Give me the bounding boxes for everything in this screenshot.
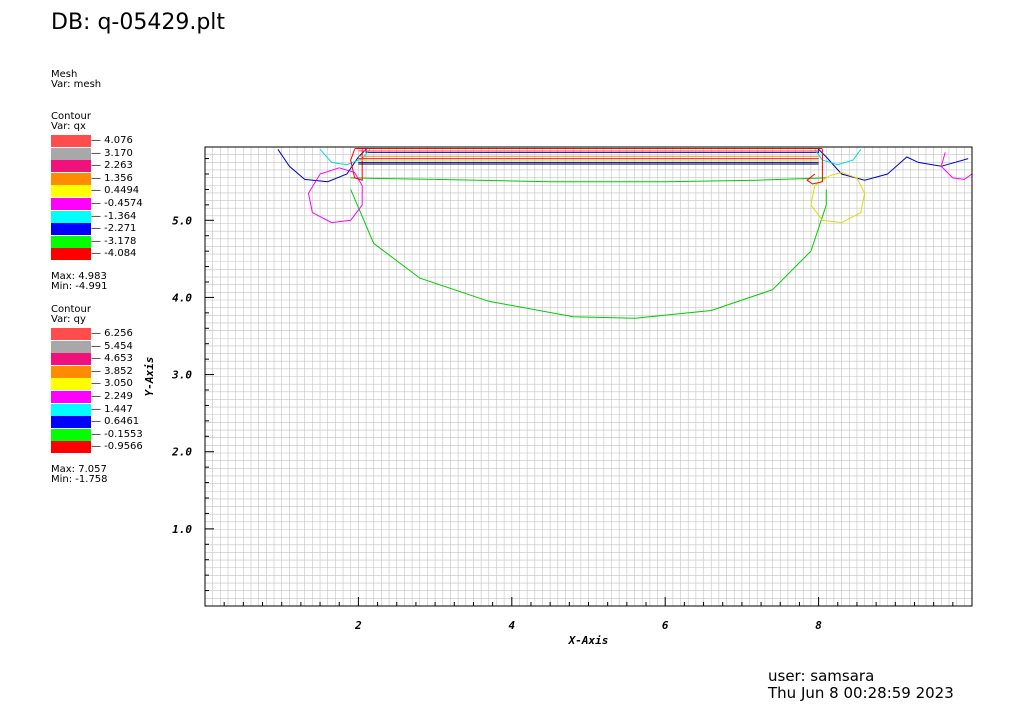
y-axis-title: Y-Axis [143, 357, 156, 397]
contour-large-green-bowl [350, 189, 827, 319]
qy-legend-swatch-label: — 3.050 [91, 378, 133, 390]
qx-legend-header: Contour [51, 111, 91, 122]
qx-legend-swatch [51, 135, 91, 147]
mesh-legend-var: Var: mesh [51, 79, 102, 90]
qx-legend-swatch-label: — -3.178 [91, 235, 137, 247]
y-tick-label: 2.0 [171, 446, 192, 459]
qy-legend-swatch-label: — -0.1553 [91, 428, 143, 440]
qx-legend-swatch [51, 223, 91, 236]
qy-legend-min: Min: -1.758 [51, 474, 108, 485]
mesh-legend-header: Mesh [51, 69, 78, 80]
qy-legend-swatch [51, 353, 91, 366]
mesh-lines [204, 146, 973, 607]
qy-legend-header: Contour [51, 304, 91, 315]
x-tick-label: 2 [354, 619, 362, 632]
x-axis-title: X-Axis [568, 634, 609, 647]
qx-legend-swatch [51, 185, 91, 198]
qx-legend-swatch [51, 147, 91, 160]
qx-legend-swatch-label: — -1.364 [91, 210, 137, 222]
qy-legend-swatch-label: — -0.9566 [91, 441, 143, 453]
qx-legend-swatch [51, 198, 91, 210]
qy-legend-swatch [51, 391, 91, 403]
qy-legend-swatch [51, 378, 91, 391]
contour-yellow-circle-right [810, 171, 866, 224]
qx-legend-swatch-label: — 1.356 [91, 172, 133, 184]
qx-legend-swatch-label: — -4.084 [91, 248, 137, 260]
qy-legend-swatch [51, 328, 91, 340]
qx-legend-swatch-label: — 4.076 [91, 135, 133, 146]
x-tick-label: 6 [662, 619, 669, 632]
qy-legend-swatch-label: — 3.852 [91, 365, 133, 377]
contour-green-top-line [350, 177, 827, 183]
contour-cyan-right [814, 149, 862, 166]
qy-legend-swatch [51, 365, 91, 378]
qx-legend-swatch [51, 172, 91, 185]
qy-legend-swatch-label: — 5.454 [91, 340, 133, 352]
y-tick-label: 3.0 [171, 369, 192, 382]
footer-timestamp: Thu Jun 8 00:28:59 2023 [768, 684, 954, 702]
x-tick-label: 8 [815, 619, 822, 632]
qy-legend-swatch [51, 428, 91, 441]
footer-user: user: samsara [768, 667, 875, 685]
qy-legend-max: Max: 7.057 [51, 464, 107, 475]
contour-cyan-left [319, 148, 371, 166]
qy-legend-swatch-label: — 4.653 [91, 353, 133, 365]
contour-red-left [350, 149, 363, 181]
qy-legend-swatch-label: — 2.249 [91, 391, 133, 402]
contour-red-right [806, 149, 823, 185]
qx-legend-swatch [51, 160, 91, 173]
axis-ticks: 2 4 6 8 1.0 2.0 3.0 4.0 5.0 [171, 158, 973, 632]
qx-legend-swatch-label: — 2.263 [91, 160, 133, 172]
qy-legend-swatch-label: — 0.6461 [91, 416, 140, 428]
qx-legend-swatch-label: — 0.4494 [91, 185, 140, 197]
qx-legend-swatch-label: — 3.170 [91, 147, 133, 159]
qy-legend-swatch [51, 340, 91, 353]
page-title: DB: q-05429.plt [51, 10, 226, 35]
qx-legend-swatch [51, 235, 91, 248]
qy-legend-swatch-label: — 6.256 [91, 328, 133, 339]
qy-legend-swatch [51, 441, 91, 454]
qy-legend-swatch [51, 403, 91, 416]
qy-legend-swatch [51, 416, 91, 429]
qx-legend-min: Min: -4.991 [51, 281, 108, 292]
qx-legend-swatch-label: — -0.4574 [91, 198, 143, 209]
qx-legend-swatch [51, 210, 91, 223]
qy-legend-swatch-label: — 1.447 [91, 403, 133, 415]
qx-legend-swatch-label: — -2.271 [91, 223, 137, 235]
y-tick-label: 5.0 [172, 214, 192, 227]
qx-legend-max: Max: 4.983 [51, 271, 107, 282]
contour-lines [277, 148, 973, 319]
qx-legend-var: Var: qx [51, 121, 86, 132]
x-tick-label: 4 [508, 619, 515, 632]
qx-legend-swatch [51, 248, 91, 261]
qy-legend-var: Var: qy [51, 314, 86, 325]
mesh-grid [204, 146, 973, 607]
y-tick-label: 1.0 [172, 523, 192, 536]
y-tick-label: 4.0 [172, 291, 192, 304]
